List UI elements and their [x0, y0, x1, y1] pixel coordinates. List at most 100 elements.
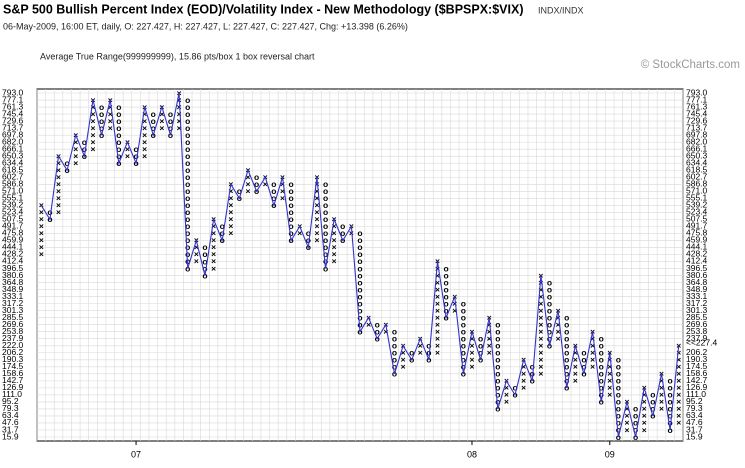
y-tick-label-right: 412.4: [686, 256, 708, 266]
y-tick-label-left: 777.1: [2, 94, 24, 104]
box-o: o: [185, 228, 190, 238]
y-tick-label-right: 285.5: [686, 312, 708, 322]
box-x: ×: [211, 256, 216, 266]
box-o: o: [547, 333, 552, 343]
box-x: ×: [607, 383, 612, 393]
column: ooo: [375, 319, 380, 343]
box-x: ×: [332, 249, 337, 259]
box-o: o: [340, 228, 345, 238]
box-o: o: [323, 249, 328, 259]
box-x: ×: [435, 348, 440, 358]
y-tick-label-right: 777.1: [686, 94, 708, 104]
y-tick-label-right: 158.6: [686, 368, 708, 378]
box-o: o: [133, 144, 138, 154]
box-o: o: [461, 340, 466, 350]
box-o: o: [271, 186, 276, 196]
box-o: o: [288, 221, 293, 231]
box-x: ×: [625, 425, 630, 435]
box-o: o: [599, 362, 604, 372]
y-tick-label-right: 348.9: [686, 284, 708, 294]
box-x: ×: [177, 116, 182, 126]
box-x: ×: [314, 207, 319, 217]
box-x: ×: [142, 137, 147, 147]
y-tick-label-right: 47.6: [686, 417, 703, 427]
box-o: o: [547, 284, 552, 294]
box-x: ×: [487, 312, 492, 322]
box-x: ×: [91, 109, 96, 119]
box-o: o: [237, 186, 242, 196]
box-o: o: [392, 333, 397, 343]
box-x: ×: [177, 109, 182, 119]
y-tick-label-left: 793.0: [2, 87, 24, 97]
box-x: ×: [108, 109, 113, 119]
box-o: o: [185, 144, 190, 154]
box-x: ×: [642, 390, 647, 400]
box-x: ×: [211, 221, 216, 231]
box-o: o: [650, 390, 655, 400]
box-x: ×: [504, 390, 509, 400]
box-x: ×: [314, 221, 319, 231]
box-o: o: [495, 397, 500, 407]
box-o: o: [185, 242, 190, 252]
y-tick-label-right: 697.8: [686, 129, 708, 139]
y-tick-label-left: 285.5: [2, 312, 24, 322]
box-o: o: [202, 256, 207, 266]
box-o: o: [185, 235, 190, 245]
box-x: ×: [590, 348, 595, 358]
box-o: o: [633, 411, 638, 421]
box-o: o: [116, 151, 121, 161]
box-x: ×: [246, 179, 251, 189]
box-o: o: [288, 186, 293, 196]
column: ×××: [418, 333, 423, 357]
box-x: ×: [435, 305, 440, 315]
y-tick-label-right: 650.3: [686, 150, 708, 160]
y-tick-label-left: 301.3: [2, 305, 24, 315]
box-x: ×: [91, 144, 96, 154]
box-x: ×: [556, 312, 561, 322]
box-o: o: [82, 137, 87, 147]
y-tick-label-left: 95.2: [2, 396, 19, 406]
box-o: o: [116, 109, 121, 119]
box-x: ×: [142, 123, 147, 133]
box-x: ×: [435, 263, 440, 273]
box-x: ×: [142, 109, 147, 119]
box-o: o: [633, 418, 638, 428]
box-o: o: [340, 221, 345, 231]
box-o: o: [323, 207, 328, 217]
box-x: ×: [573, 376, 578, 386]
box-x: ×: [211, 263, 216, 273]
box-o: o: [357, 228, 362, 238]
box-o: o: [444, 270, 449, 280]
box-x: ×: [314, 186, 319, 196]
box-x: ×: [590, 326, 595, 336]
box-o: o: [426, 348, 431, 358]
box-o: o: [564, 362, 569, 372]
box-x: ×: [452, 305, 457, 315]
box-x: ×: [676, 383, 681, 393]
box-x: ×: [538, 362, 543, 372]
box-x: ×: [314, 200, 319, 210]
box-o: o: [616, 362, 621, 372]
box-x: ×: [314, 228, 319, 238]
box-o: o: [426, 341, 431, 351]
box-x: ×: [676, 355, 681, 365]
box-o: o: [82, 144, 87, 154]
y-tick-label-left: 15.9: [2, 431, 19, 441]
y-tick-label-right: 634.4: [686, 157, 708, 167]
box-x: ×: [314, 193, 319, 203]
box-o: o: [357, 305, 362, 315]
y-tick-label-right: 491.7: [686, 221, 708, 231]
box-o: o: [564, 326, 569, 336]
box-o: o: [323, 179, 328, 189]
box-x: ×: [194, 249, 199, 259]
box-x: ×: [590, 362, 595, 372]
box-x: ×: [418, 348, 423, 358]
box-x: ×: [142, 130, 147, 140]
box-o: o: [495, 319, 500, 329]
box-x: ×: [435, 298, 440, 308]
y-tick-label-left: 111.0: [2, 389, 22, 399]
box-o: o: [357, 263, 362, 273]
box-x: ×: [676, 411, 681, 421]
